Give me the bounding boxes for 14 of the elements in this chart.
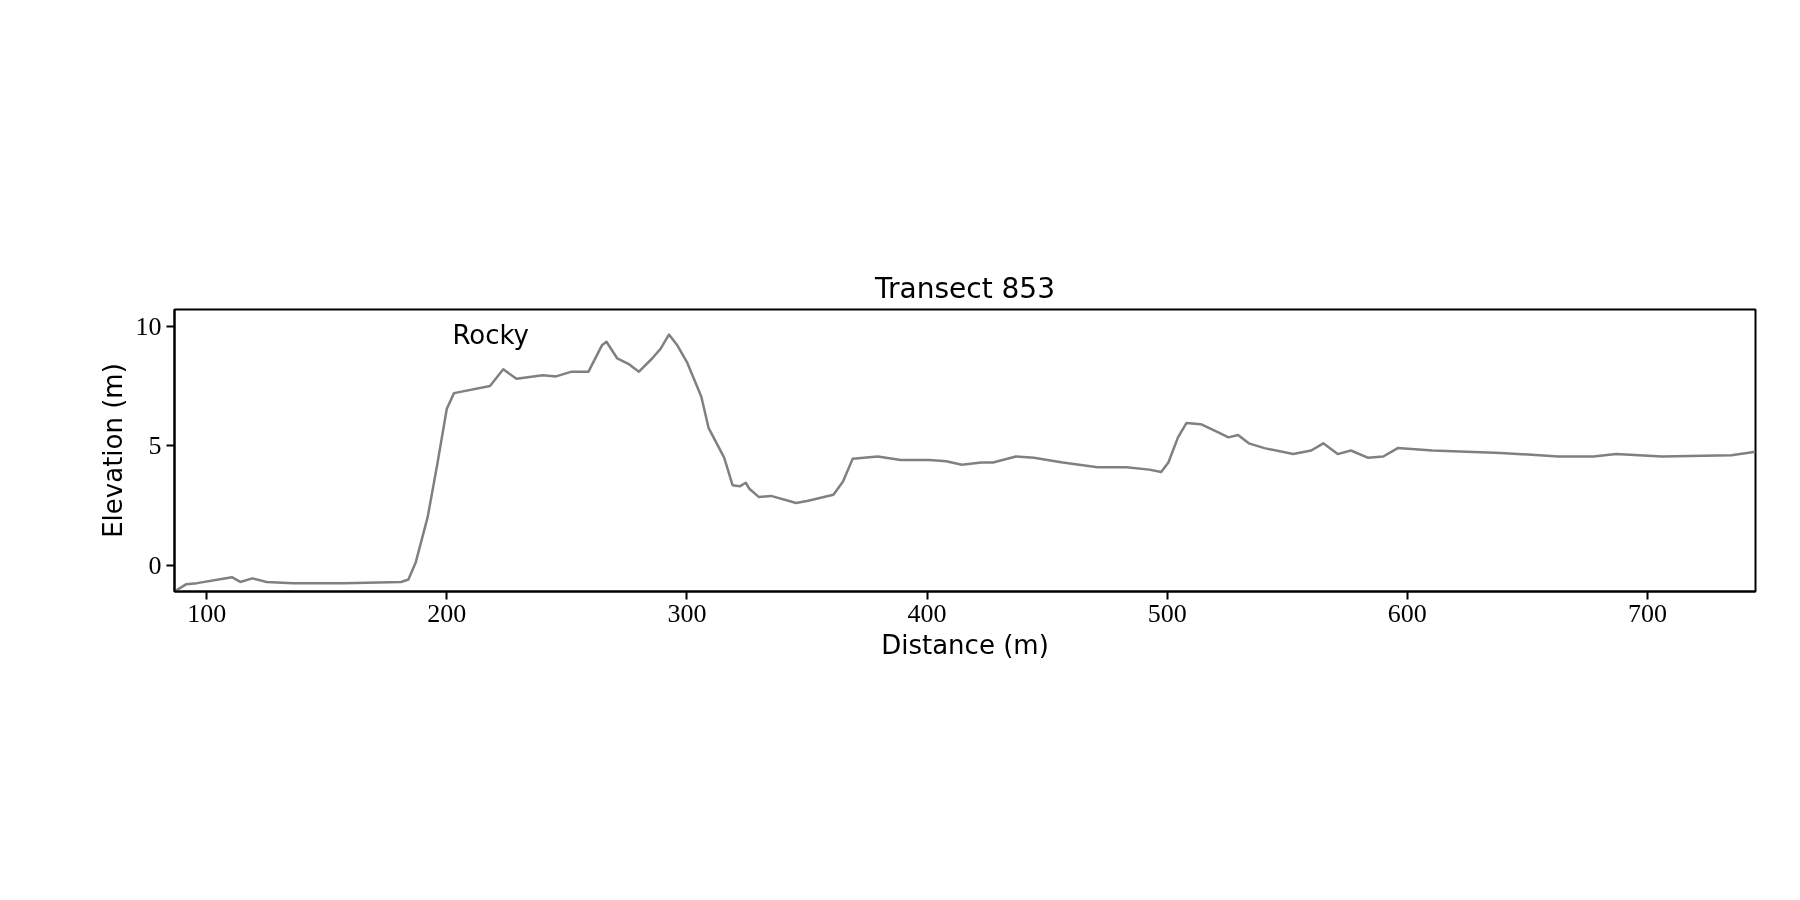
x-tick-label: 300: [667, 598, 707, 628]
x-tick-label: 600: [1387, 598, 1427, 628]
y-tick-label: 0: [148, 550, 162, 580]
annotation: Rocky: [452, 319, 530, 350]
x-axis-title: Distance (m): [881, 629, 1049, 660]
x-tick-label: 100: [187, 598, 227, 628]
x-tick-label: 200: [427, 598, 467, 628]
x-tick-label: 400: [907, 598, 947, 628]
chart-title: Transect 853: [874, 271, 1055, 305]
x-tick-label: 700: [1627, 598, 1667, 628]
y-tick-label: 10: [135, 311, 162, 341]
y-tick-label: 5: [148, 431, 162, 461]
x-tick-label: 500: [1147, 598, 1187, 628]
y-axis-title: Elevation (m): [97, 363, 128, 538]
